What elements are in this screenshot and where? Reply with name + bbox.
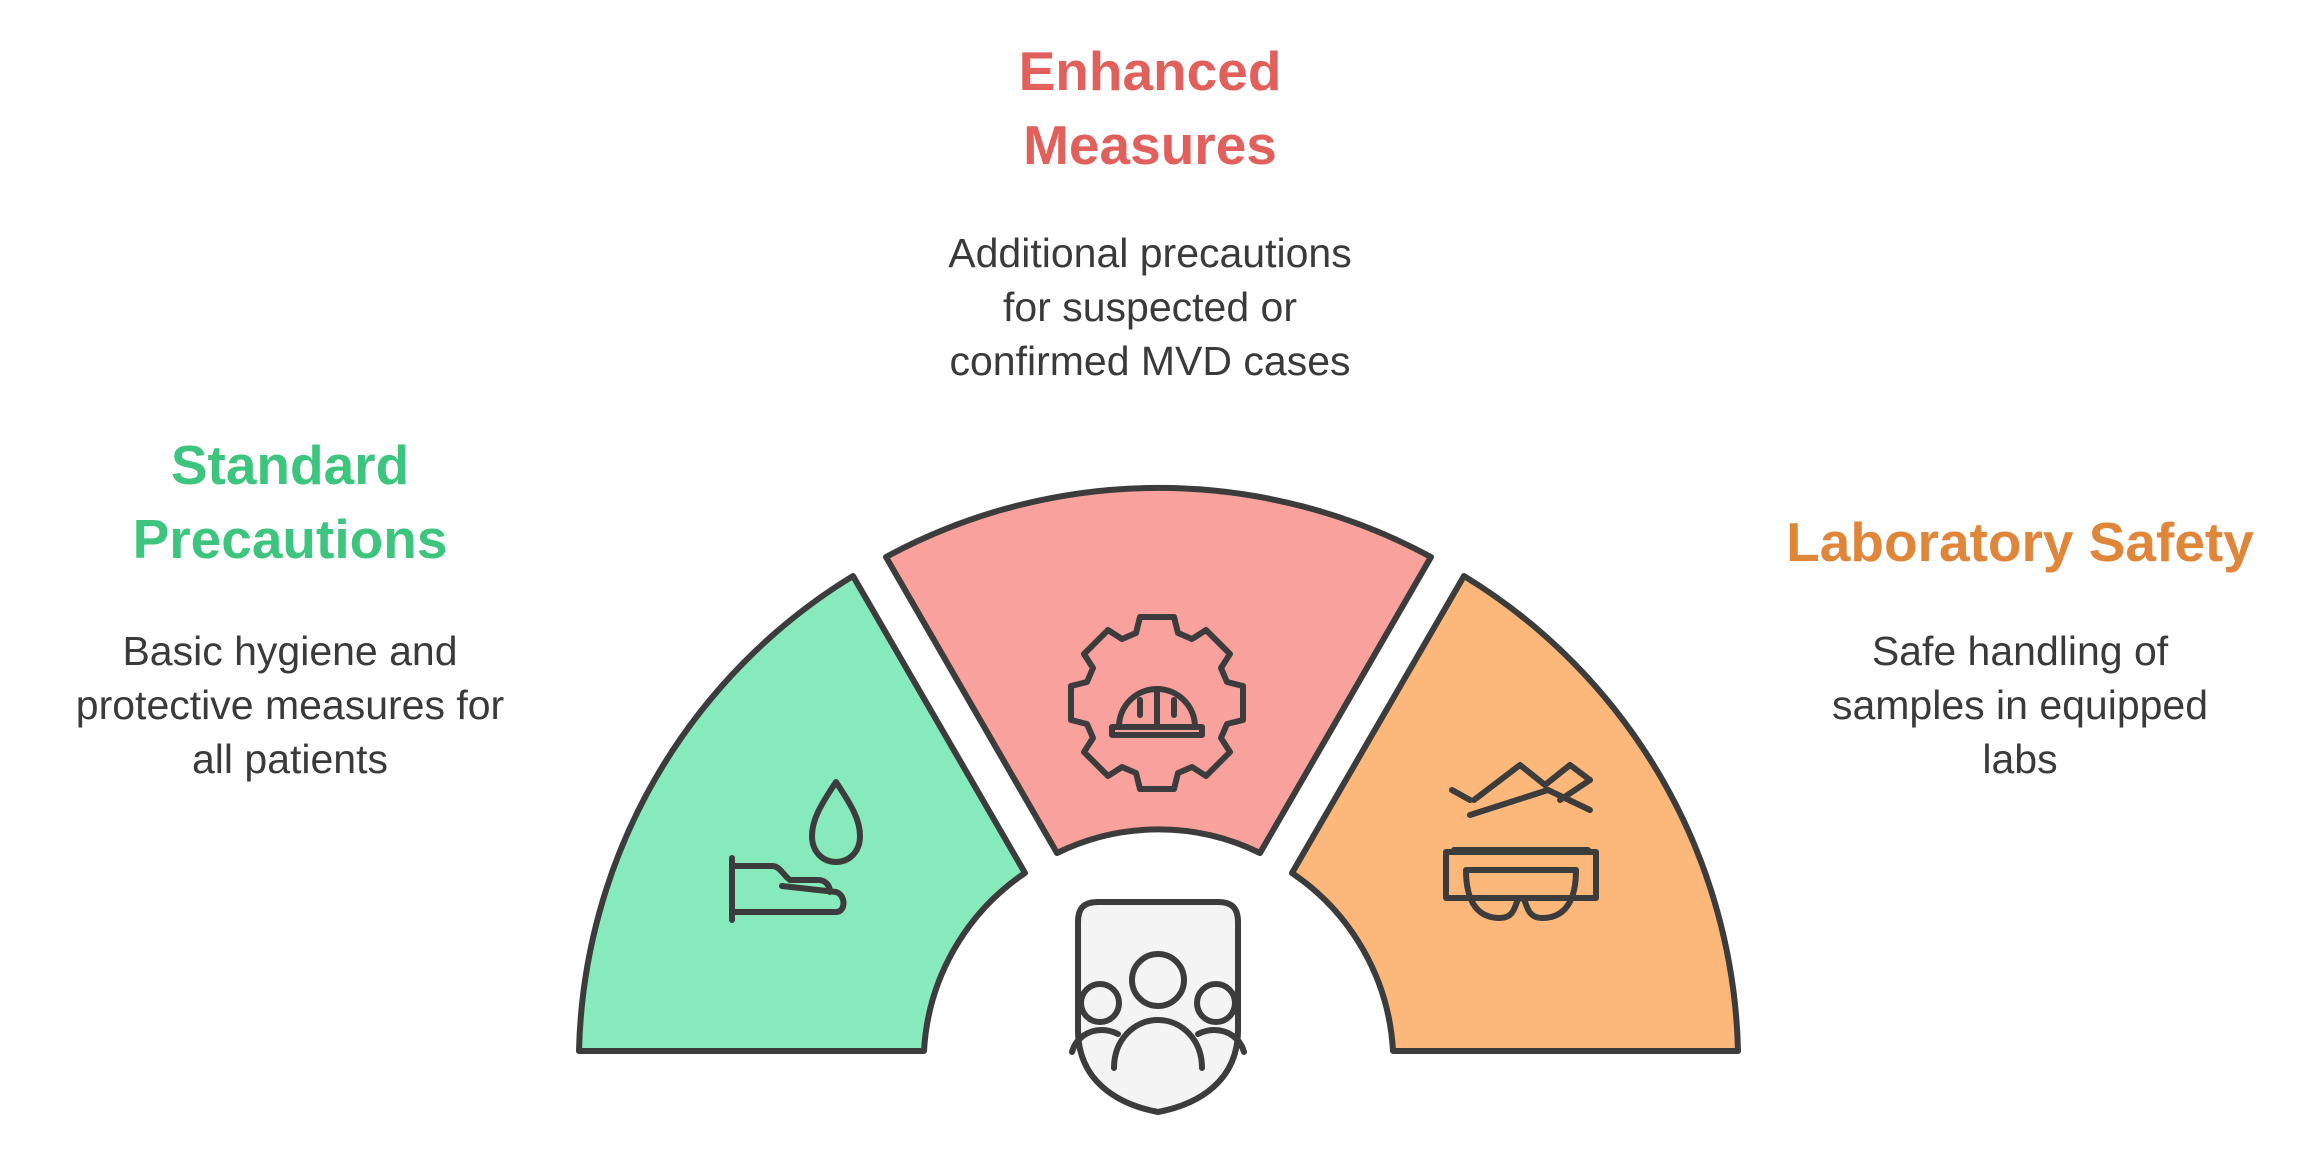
laboratory-desc-line-2: samples in equipped — [1831, 682, 2209, 728]
standard-title-line-2: Precautions — [132, 508, 448, 570]
enhanced-desc-line-1: Additional precautions — [948, 230, 1352, 276]
laboratory-desc-line-1: Safe handling of — [1871, 628, 2169, 674]
laboratory-title-line-1: Laboratory Safety — [1786, 511, 2254, 573]
standard-title-line-1: Standard — [170, 434, 410, 496]
gear-hardhat-icon — [1068, 614, 1246, 792]
laboratory-title: Laboratory Safety — [1740, 505, 2300, 579]
enhanced-segment — [883, 485, 1434, 856]
standard-desc-line-1: Basic hygiene and — [122, 628, 458, 674]
standard-desc-line-2: protective measures for — [75, 682, 505, 728]
laboratory-segment — [1289, 573, 1741, 1054]
safety-goggles-icon — [1443, 762, 1599, 921]
enhanced-title-line-2: Measures — [1023, 114, 1277, 176]
standard-title: Standard Precautions — [40, 428, 540, 576]
enhanced-desc-line-2: for suspected or — [1003, 284, 1297, 330]
hand-wash-icon — [729, 779, 863, 923]
laboratory-description: Safe handling of samples in equipped lab… — [1750, 624, 2290, 786]
laboratory-desc-line-3: labs — [1982, 736, 2058, 782]
standard-desc-line-3: all patients — [191, 736, 388, 782]
enhanced-description: Additional precautions for suspected or … — [880, 226, 1420, 388]
enhanced-title-line-1: Enhanced — [1018, 40, 1282, 102]
shield-group-icon — [1069, 899, 1247, 1115]
standard-description: Basic hygiene and protective measures fo… — [20, 624, 560, 786]
standard-segment — [576, 573, 1028, 1054]
enhanced-title: Enhanced Measures — [900, 34, 1400, 182]
enhanced-desc-line-3: confirmed MVD cases — [949, 338, 1351, 384]
